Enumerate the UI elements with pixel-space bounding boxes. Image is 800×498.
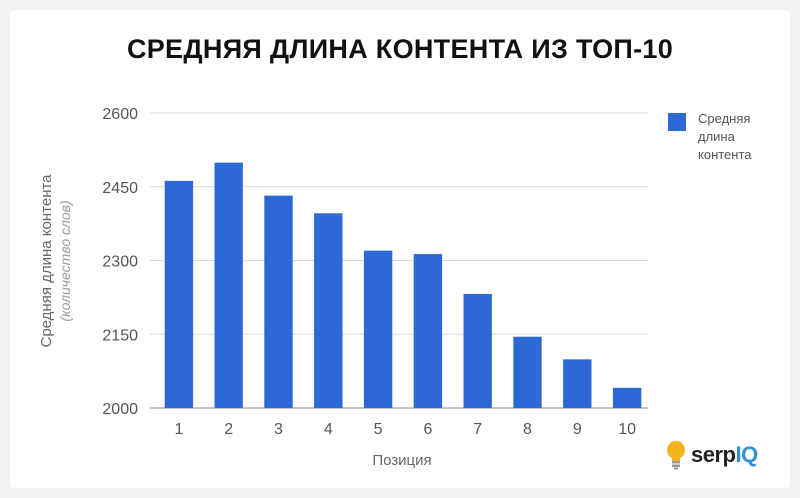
bar (612, 387, 642, 408)
bar (463, 293, 492, 408)
bar (413, 254, 443, 408)
y-tick-label: 2300 (102, 254, 138, 271)
bar (563, 359, 592, 408)
x-tick-label: 8 (523, 421, 532, 438)
x-tick-label: 6 (423, 421, 432, 438)
x-axis-label: Позиция (372, 452, 431, 469)
lightbulb-icon (667, 441, 685, 470)
serpiq-logo: serpIQ (665, 440, 758, 470)
y-tick-label: 2600 (102, 106, 138, 123)
x-axis-tick-labels: 1 2 3 4 5 6 7 8 9 10 (174, 421, 636, 438)
bar (164, 180, 194, 408)
y-axis-sublabel: (количество слов) (57, 200, 73, 321)
x-tick-label: 5 (374, 421, 383, 438)
y-axis-label: Средняя длина контента (38, 174, 55, 348)
bars (164, 162, 642, 408)
bar (363, 250, 393, 408)
bar (264, 195, 293, 408)
x-tick-label: 9 (573, 421, 582, 438)
y-tick-label: 2450 (102, 180, 138, 197)
bar (513, 336, 542, 408)
x-tick-label: 2 (224, 421, 233, 438)
chart-title: СРЕДНЯЯ ДЛИНА КОНТЕНТА ИЗ ТОП-10 (126, 34, 674, 64)
legend-swatch (668, 113, 686, 131)
legend: Средняя длина контента (668, 110, 778, 164)
x-tick-label: 4 (324, 421, 333, 438)
y-axis-tick-labels: 2000 2150 2300 2450 2600 (102, 106, 138, 418)
legend-label: Средняя длина контента (698, 111, 752, 162)
logo-wordmark: serpIQ (691, 442, 758, 467)
y-tick-label: 2000 (102, 401, 138, 418)
x-tick-label: 1 (174, 421, 183, 438)
x-tick-label: 10 (618, 421, 636, 438)
x-tick-label: 7 (473, 421, 482, 438)
bar (214, 162, 243, 408)
y-tick-label: 2150 (102, 327, 138, 344)
x-tick-label: 3 (274, 421, 283, 438)
bar (314, 213, 343, 408)
